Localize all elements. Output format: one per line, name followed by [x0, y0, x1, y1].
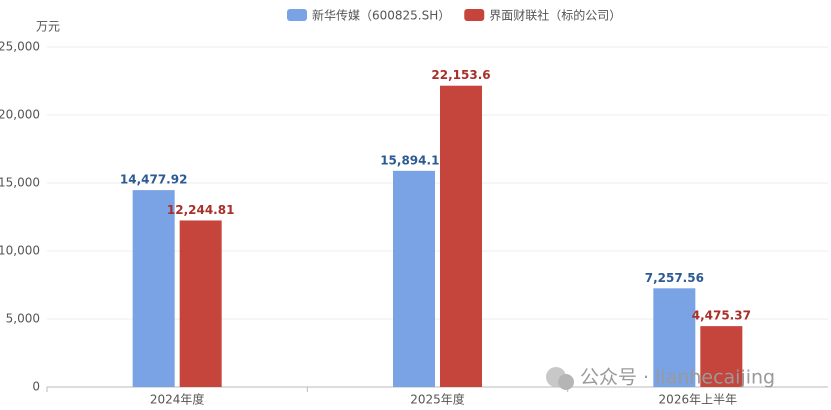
y-tick-label: 0 [32, 380, 40, 394]
y-tick-label: 25,000 [0, 40, 40, 54]
x-tick-label: 2026年上半年 [659, 393, 738, 407]
y-tick-label: 20,000 [0, 108, 40, 122]
value-label: 7,257.56 [645, 271, 704, 285]
value-label: 14,477.92 [120, 173, 188, 187]
bar [700, 326, 743, 387]
bar [653, 288, 696, 387]
legend-swatch [464, 9, 485, 21]
y-tick-label: 15,000 [0, 176, 40, 190]
bar [440, 85, 482, 388]
value-label: 15,894.16 [380, 153, 448, 167]
y-tick-label: 10,000 [0, 244, 40, 258]
y-tick-label: 5,000 [6, 312, 40, 326]
x-tick-label: 2024年度 [150, 392, 205, 407]
x-tick-label: 2025年度 [410, 392, 465, 407]
y-unit: 万元 [36, 20, 60, 34]
value-label: 4,475.37 [692, 309, 751, 323]
bar [179, 220, 222, 387]
bar [132, 190, 175, 387]
legend-swatch [287, 9, 307, 21]
value-label: 12,244.81 [167, 203, 235, 217]
bar [393, 170, 435, 387]
watermark: 公众号 · lianhecaijing [580, 367, 775, 389]
watermark-icon [546, 367, 574, 390]
legend-label: 界面财联社（标的公司） [489, 8, 621, 23]
legend-label: 新华传媒（600825.SH） [312, 8, 450, 23]
value-label: 22,153.6 [431, 68, 490, 82]
